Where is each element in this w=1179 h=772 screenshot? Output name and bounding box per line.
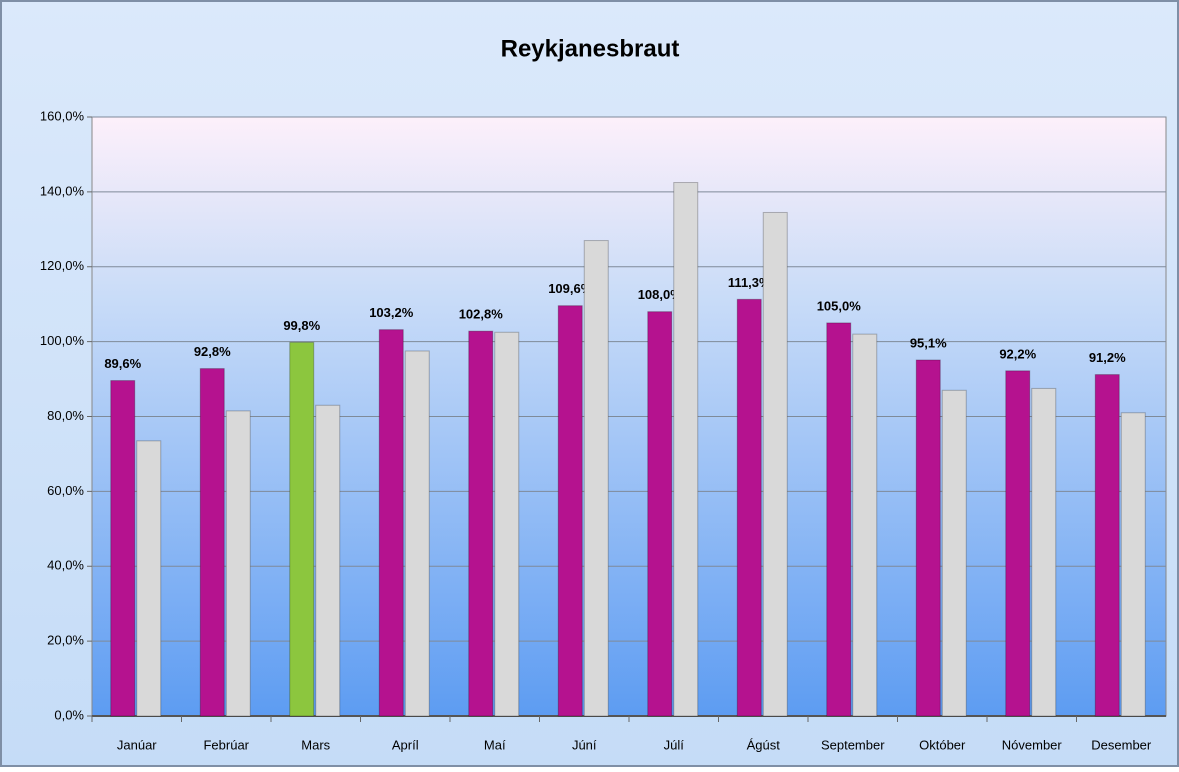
data-label: 108,0%: [638, 287, 683, 302]
x-tick-label: Maí: [484, 737, 506, 752]
bar: [404, 350, 430, 717]
bar: [468, 330, 494, 717]
data-label: 109,6%: [548, 281, 593, 296]
bar: [1094, 374, 1120, 717]
bar: [736, 298, 762, 717]
bar: [941, 389, 967, 717]
y-tick-label: 0,0%: [54, 707, 84, 722]
data-label: 105,0%: [817, 298, 862, 313]
data-label: 111,3%: [728, 275, 771, 290]
x-tick-label: Mars: [301, 737, 330, 752]
y-tick-label: 40,0%: [47, 558, 84, 573]
data-label: 92,2%: [999, 346, 1036, 361]
y-tick-label: 60,0%: [47, 483, 84, 498]
bar: [225, 410, 251, 717]
data-label: 102,8%: [459, 307, 504, 322]
y-tick-label: 20,0%: [47, 633, 84, 648]
bar: [378, 329, 404, 717]
bar: [136, 440, 162, 717]
bar: [1120, 412, 1146, 717]
bar: [647, 311, 673, 717]
x-tick-label: Desember: [1091, 737, 1152, 752]
bar: [915, 359, 941, 717]
bar: [583, 240, 609, 717]
data-label: 91,2%: [1089, 350, 1126, 365]
x-tick-label: Janúar: [117, 737, 157, 752]
x-tick-label: Apríl: [392, 737, 419, 752]
y-tick-label: 80,0%: [47, 408, 84, 423]
bar: [1031, 387, 1057, 717]
y-tick-label: 120,0%: [40, 258, 85, 273]
data-label: 95,1%: [910, 335, 947, 350]
bar: [852, 333, 878, 717]
bar: [110, 380, 136, 717]
bar: [557, 305, 583, 717]
x-tick-label: Febrúar: [203, 737, 249, 752]
x-tick-label: Nóvember: [1002, 737, 1063, 752]
x-tick-label: Júní: [572, 737, 597, 752]
x-tick-label: Júlí: [664, 737, 685, 752]
bar: [289, 341, 315, 717]
y-tick-label: 160,0%: [40, 108, 85, 123]
bar: [494, 331, 520, 717]
bar: [762, 211, 788, 717]
bar: [1005, 370, 1031, 717]
bar: [315, 404, 341, 717]
bar: [673, 182, 699, 717]
y-tick-label: 100,0%: [40, 333, 85, 348]
data-label: 99,8%: [283, 318, 320, 333]
data-label: 89,6%: [104, 356, 141, 371]
x-tick-label: Október: [919, 737, 966, 752]
bar: [199, 368, 225, 717]
x-tick-label: September: [821, 737, 885, 752]
data-label: 103,2%: [369, 305, 414, 320]
x-tick-label: Ágúst: [747, 737, 781, 752]
data-label: 92,8%: [194, 344, 231, 359]
chart-title: Reykjanesbraut: [501, 35, 680, 62]
y-tick-label: 140,0%: [40, 183, 85, 198]
bar: [826, 322, 852, 717]
